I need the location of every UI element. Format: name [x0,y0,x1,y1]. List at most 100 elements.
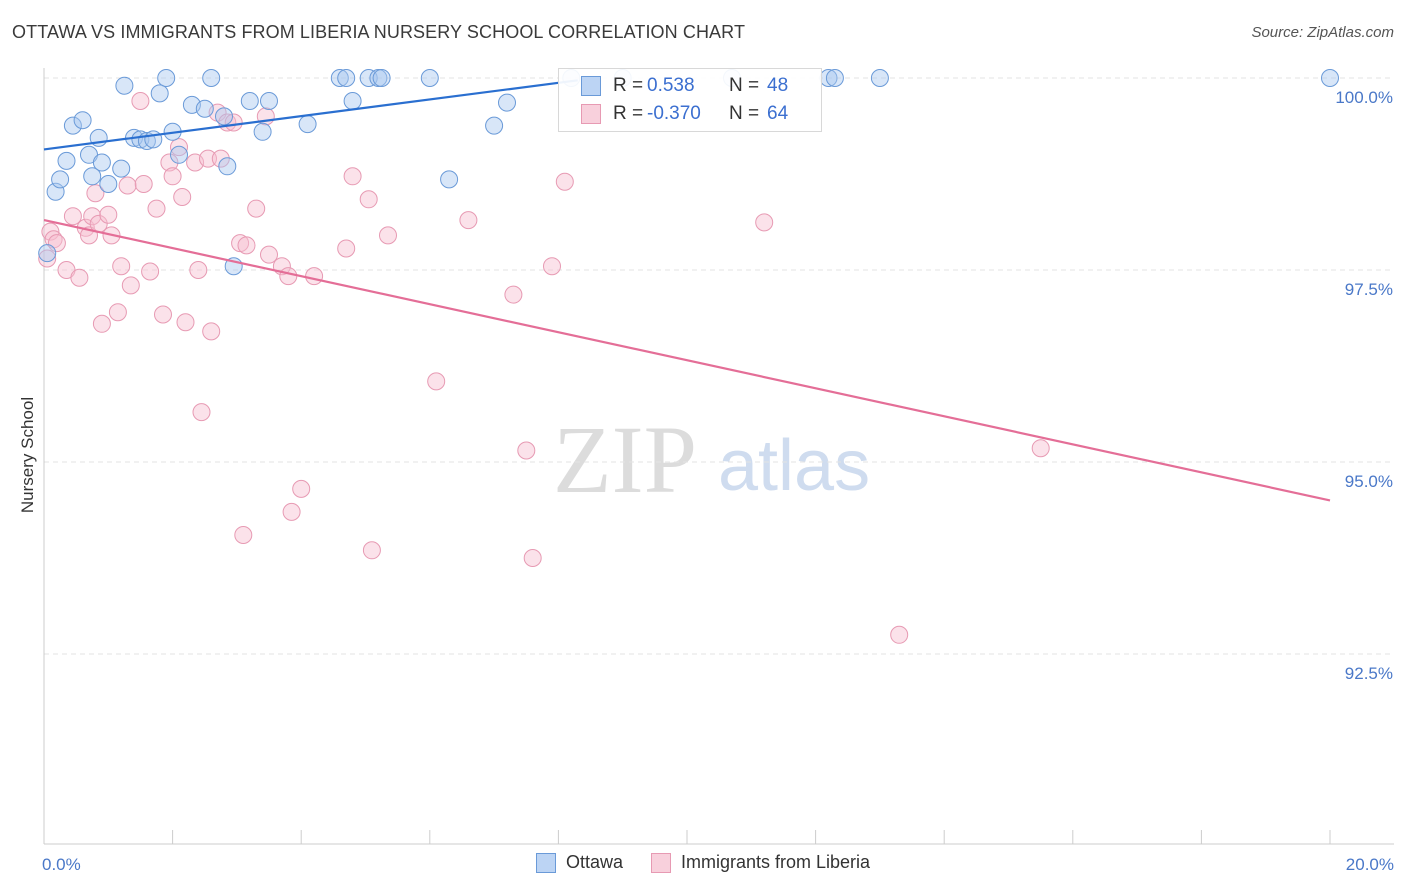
legend-item-liberia[interactable]: Immigrants from Liberia [650,852,871,873]
liberia-point [379,226,397,245]
liberia-point [755,213,774,232]
liberia-point [543,257,561,276]
ottawa-point [870,69,889,87]
ottawa-point [202,69,221,87]
ottawa-point [253,122,272,141]
liberia-point [247,199,266,218]
ottawa-point [359,69,378,87]
legend-row-liberia: R = -0.370 N = 64 [581,101,788,127]
liberia-point [47,234,66,253]
x-ticks [43,830,1331,844]
ottawa-point [485,116,504,135]
liberia-point [121,276,140,295]
liberia-point [112,257,131,276]
liberia-point [459,211,478,230]
ottawa-point [112,159,131,178]
liberia-n-label: N = [729,103,760,124]
liberia-r-value: -0.370 [647,103,701,124]
liberia-point [202,322,221,341]
ottawa-point [83,167,102,186]
liberia-r-label: R = [613,103,644,124]
y-tick-label: 97.5% [1345,280,1393,299]
ottawa-n-value: 48 [767,75,789,96]
liberia-point [131,92,150,110]
liberia-point [343,167,362,186]
ottawa-trend-line [43,79,578,151]
ottawa-point [99,175,118,193]
liberia-point [118,176,137,195]
liberia-point [504,285,523,304]
watermark-atlas: atlas [718,426,870,506]
ottawa-legend-label: Ottawa [565,852,623,872]
y-tick-labels: 100.0% 97.5% 95.0% 92.5% [1335,88,1393,683]
liberia-point [189,261,208,279]
liberia-point [234,526,253,544]
y-tick-label: 95.0% [1345,472,1393,491]
series-legend: Ottawa Immigrants from Liberia [0,852,1406,873]
liberia-point [147,199,166,218]
liberia-point [224,113,243,132]
liberia-point [108,303,127,322]
ottawa-point [131,130,150,149]
ottawa-point [825,69,844,87]
liberia-point [282,502,301,521]
ottawa-point [150,84,169,103]
ottawa-point [498,93,516,112]
ottawa-point [372,69,391,87]
liberia-point [427,372,446,391]
axes [43,68,1394,845]
correlation-legend: R = 0.538 N = 48 R = -0.370 N = 64 [558,68,822,132]
liberia-point [260,245,278,264]
ottawa-point [215,107,233,126]
y-tick-label: 92.5% [1345,664,1393,683]
ottawa-swatch [581,76,601,96]
ottawa-point [240,92,259,110]
liberia-point [160,153,179,172]
liberia-point [170,138,188,157]
liberia-point [555,172,574,191]
ottawa-point [330,69,349,87]
liberia-point [92,314,111,333]
liberia-point [83,207,102,226]
liberia-point [292,479,311,498]
liberia-trend-line [43,219,1331,502]
liberia-point [63,207,82,226]
trend-lines [43,79,1331,502]
liberia-point [38,249,57,268]
ottawa-point [92,153,111,172]
ottawa-legend-swatch [535,852,556,873]
ottawa-point [63,116,82,135]
legend-row-ottawa: R = 0.538 N = 48 [581,73,788,99]
liberia-point [192,403,211,422]
liberia-n-value: 64 [767,103,789,124]
ottawa-point [170,145,188,164]
liberia-point [1031,439,1050,458]
grid-lines [44,77,1394,655]
liberia-point [362,541,381,560]
ottawa-n-label: N = [729,75,760,96]
liberia-point [176,313,195,332]
chart-title: OTTAWA VS IMMIGRANTS FROM LIBERIA NURSER… [12,22,746,42]
ottawa-point [343,92,362,110]
liberia-point [173,188,192,206]
liberia-point [163,167,182,186]
ottawa-point [440,170,459,189]
liberia-point [237,236,256,255]
x-tick-label-max: 20.0% [1346,855,1394,874]
ottawa-point [1321,69,1339,87]
liberia-point [154,305,172,324]
liberia-points [38,92,1050,644]
legend-item-ottawa[interactable]: Ottawa [535,852,623,873]
liberia-swatch [581,104,601,124]
ottawa-r-value: 0.538 [647,75,695,96]
liberia-point [70,268,89,287]
liberia-point [523,549,542,567]
ottawa-point [337,69,356,87]
liberia-point [337,239,356,258]
ottawa-point [195,99,214,118]
liberia-point [305,267,324,286]
source-label: Source: ZipAtlas.com [1251,24,1394,41]
ottawa-point [157,69,176,87]
watermark-zip: ZIP [553,406,697,513]
liberia-legend-label: Immigrants from Liberia [680,852,871,872]
